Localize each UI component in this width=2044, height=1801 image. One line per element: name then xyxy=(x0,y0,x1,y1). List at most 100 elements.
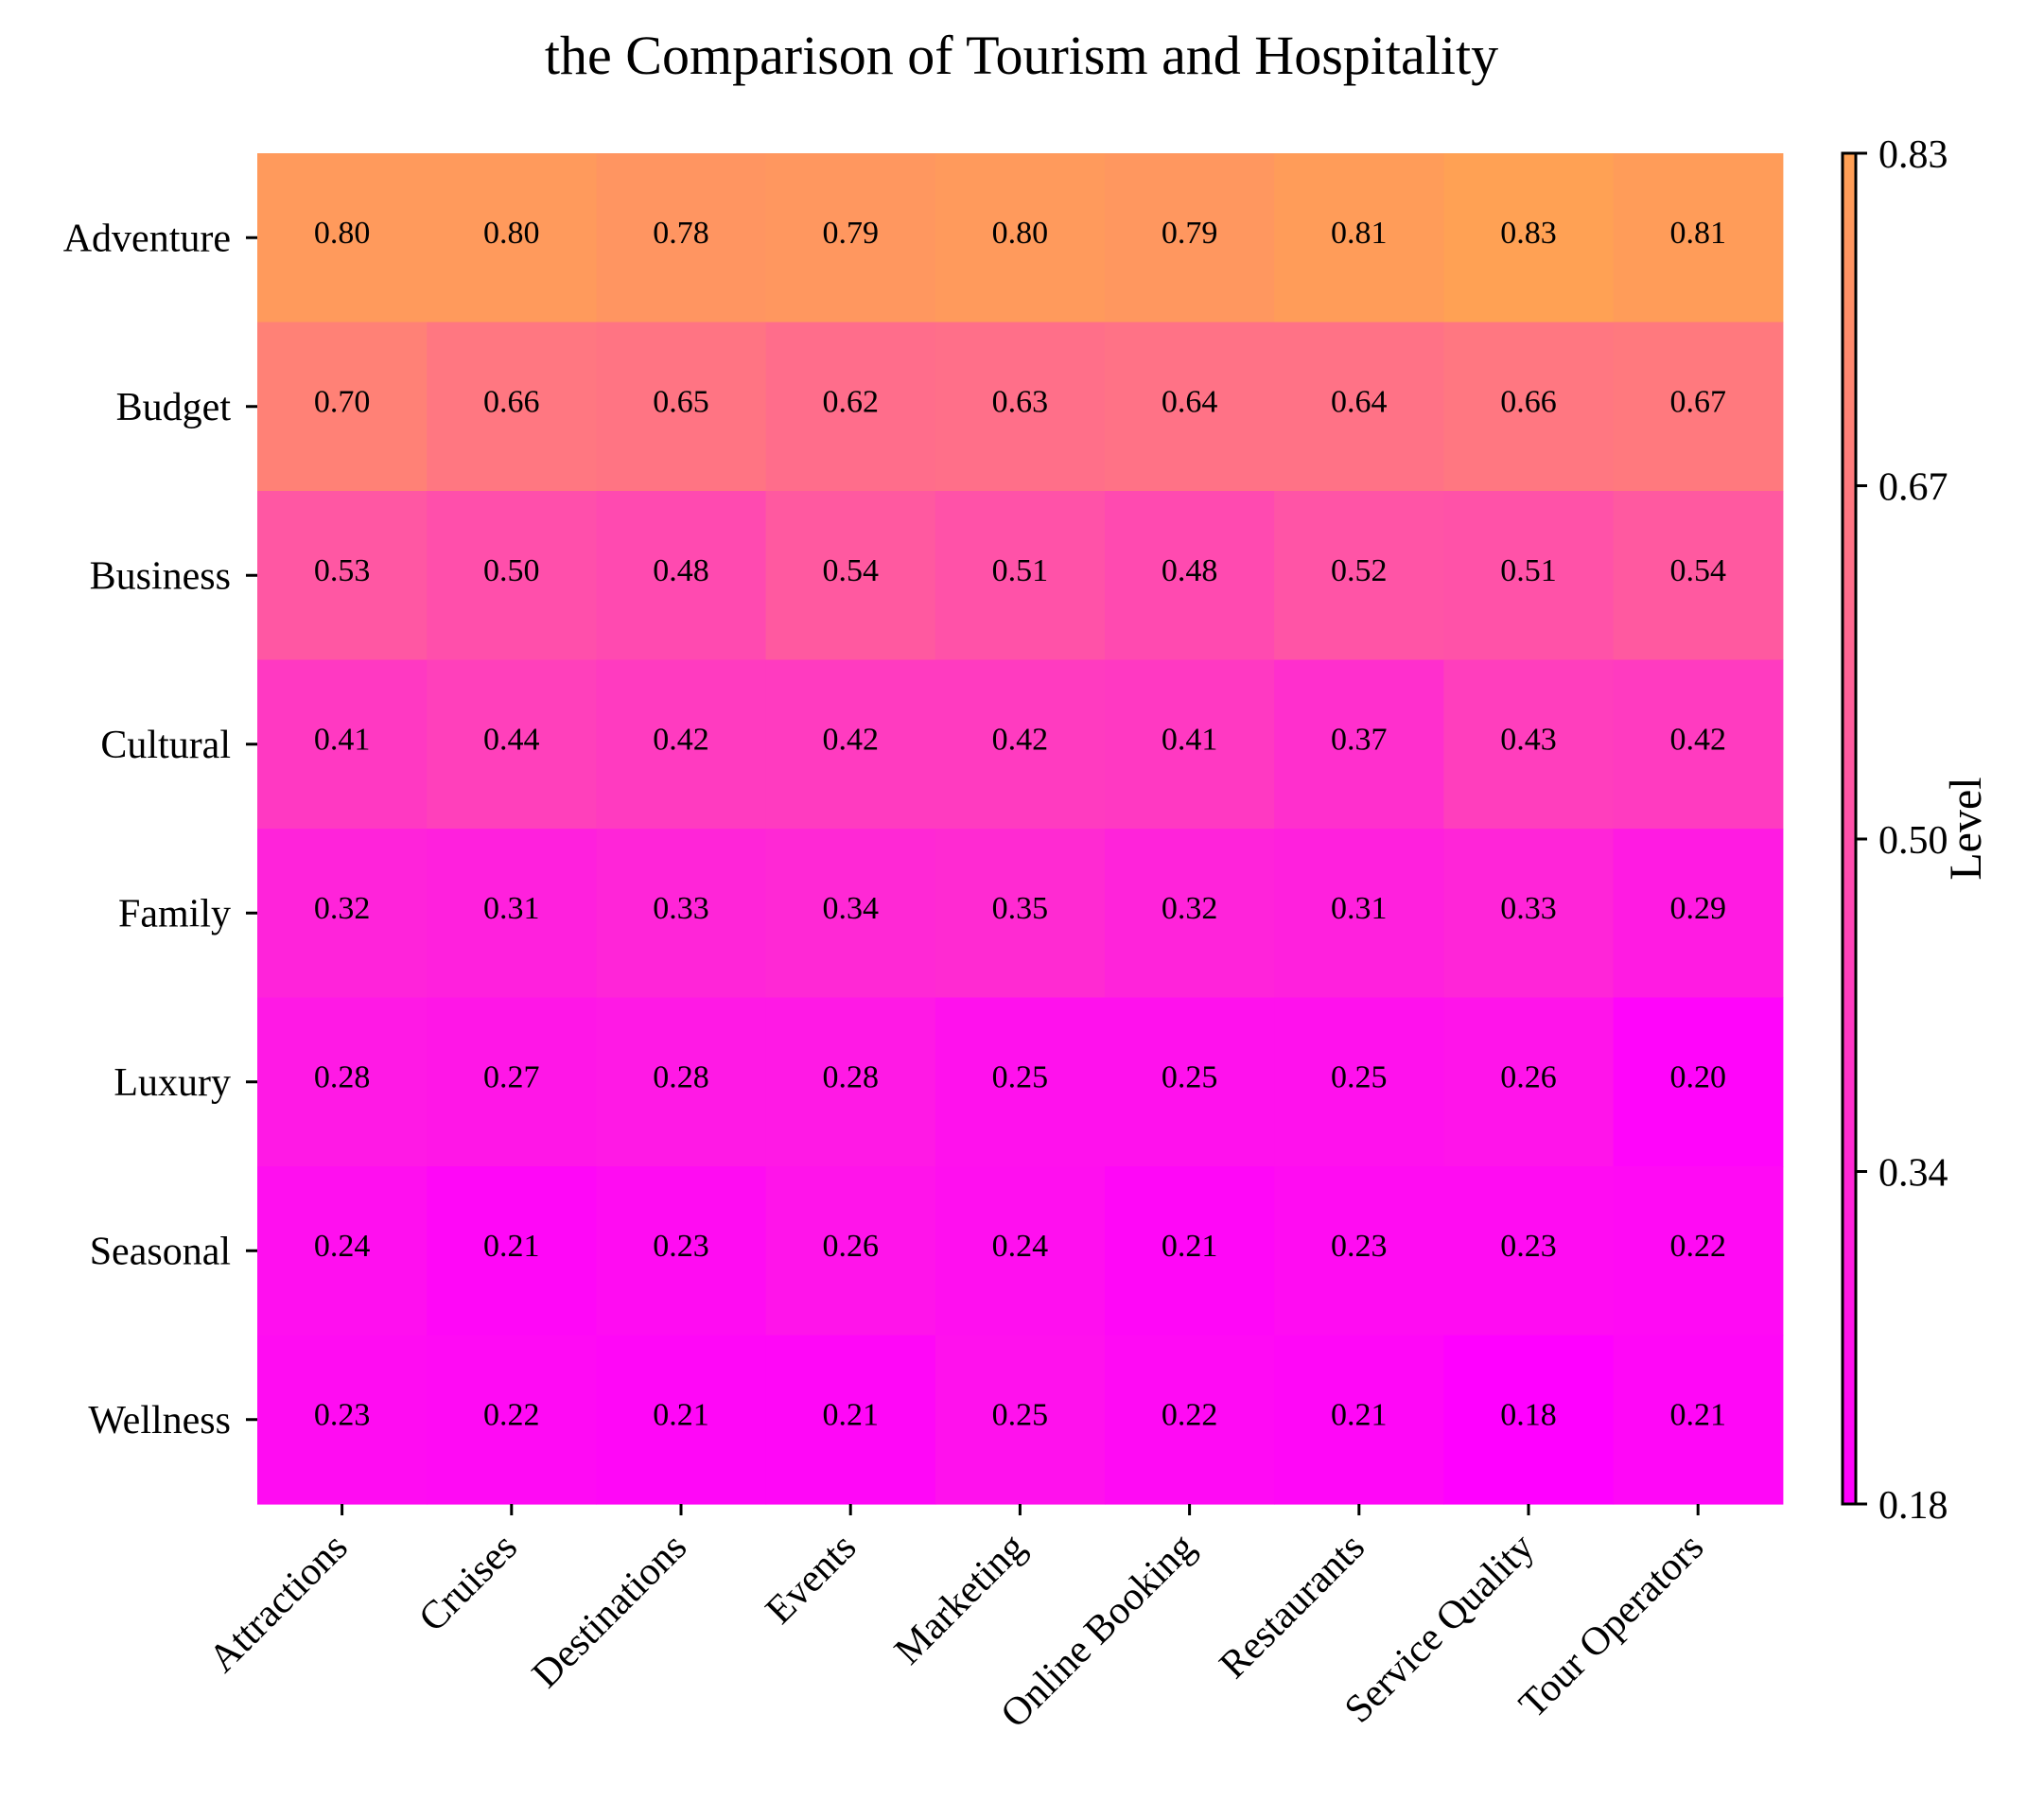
cell-value-label: 0.21 xyxy=(653,1398,709,1433)
cell-value-label: 0.31 xyxy=(1331,891,1388,926)
heatmap-cell xyxy=(427,1335,597,1505)
cell-value-label: 0.54 xyxy=(1669,553,1726,588)
cell-value-label: 0.64 xyxy=(1162,385,1218,420)
cell-value-label: 0.24 xyxy=(992,1229,1049,1264)
heatmap-cells xyxy=(257,153,1784,1505)
cell-value-label: 0.78 xyxy=(653,216,709,251)
heatmap-cell xyxy=(427,491,597,661)
heatmap-cell xyxy=(935,1335,1106,1505)
cell-value-label: 0.66 xyxy=(483,385,540,420)
cell-value-label: 0.20 xyxy=(1669,1060,1726,1095)
x-tick-label: Events xyxy=(758,1526,865,1633)
colorbar-label: Level xyxy=(1941,777,1991,880)
heatmap-cell xyxy=(1613,1166,1784,1337)
heatmap-cell xyxy=(1443,153,1615,323)
heatmap-cell xyxy=(1274,997,1444,1167)
heatmap-cell xyxy=(935,829,1106,999)
colorbar: 0.18 0.34 0.50 0.67 0.83 xyxy=(1841,133,1948,1528)
heatmap-cell xyxy=(257,659,428,830)
heatmap-cell xyxy=(1105,659,1275,830)
cell-value-label: 0.23 xyxy=(1500,1229,1557,1264)
cell-value-label: 0.32 xyxy=(314,891,371,926)
cell-value-label: 0.23 xyxy=(653,1229,709,1264)
colorbar-tick-label: 0.67 xyxy=(1878,466,1948,510)
heatmap-cell xyxy=(257,1166,428,1337)
cell-value-label: 0.54 xyxy=(822,553,879,588)
x-tick-label: Destinations xyxy=(524,1526,695,1697)
cell-value-label: 0.50 xyxy=(483,553,540,588)
heatmap-cell xyxy=(1613,997,1784,1167)
heatmap-cell xyxy=(1105,829,1275,999)
heatmap-cell xyxy=(1274,322,1444,492)
cell-value-label: 0.28 xyxy=(314,1060,371,1095)
heatmap-cell xyxy=(427,322,597,492)
cell-value-label: 0.22 xyxy=(1669,1229,1726,1264)
y-tick-label: Cultural xyxy=(100,724,231,767)
heatmap-cell xyxy=(765,829,936,999)
heatmap-cell xyxy=(935,322,1106,492)
colorbar-gradient xyxy=(1841,151,1858,1506)
y-tick-label: Wellness xyxy=(88,1399,231,1443)
cell-value-label: 0.51 xyxy=(992,553,1049,588)
cell-value-label: 0.22 xyxy=(483,1398,540,1433)
cell-value-label: 0.79 xyxy=(822,216,879,251)
cell-value-label: 0.23 xyxy=(314,1398,371,1433)
heatmap-cell xyxy=(935,491,1106,661)
cell-value-label: 0.80 xyxy=(314,216,371,251)
cell-value-label: 0.27 xyxy=(483,1060,540,1095)
cell-value-label: 0.48 xyxy=(1162,553,1218,588)
cell-value-label: 0.63 xyxy=(992,385,1049,420)
heatmap-cell xyxy=(1274,1166,1444,1337)
x-tick-label: Restaurants xyxy=(1212,1526,1373,1687)
heatmap-cell xyxy=(1443,322,1615,492)
heatmap-cell xyxy=(1613,322,1784,492)
heatmap-cell xyxy=(1613,659,1784,830)
cell-value-label: 0.42 xyxy=(992,723,1049,758)
chart-title: the Comparison of Tourism and Hospitalit… xyxy=(545,25,1498,86)
heatmap-cell xyxy=(765,659,936,830)
cell-value-label: 0.42 xyxy=(822,723,879,758)
y-tick-label: Seasonal xyxy=(90,1230,231,1273)
cell-value-label: 0.31 xyxy=(483,891,540,926)
heatmap-cell xyxy=(427,997,597,1167)
cell-value-label: 0.34 xyxy=(822,891,879,926)
cell-value-label: 0.28 xyxy=(822,1060,879,1095)
y-tick-label: Business xyxy=(90,554,231,598)
heatmap-cell xyxy=(765,491,936,661)
cell-value-label: 0.41 xyxy=(314,723,371,758)
cell-value-label: 0.43 xyxy=(1500,723,1557,758)
cell-value-label: 0.28 xyxy=(653,1060,709,1095)
heatmap-cell xyxy=(765,997,936,1167)
heatmap-cell xyxy=(257,153,428,323)
heatmap-cell xyxy=(935,153,1106,323)
cell-value-label: 0.26 xyxy=(822,1229,879,1264)
heatmap-cell xyxy=(935,1166,1106,1337)
x-tick-label: Cruises xyxy=(411,1526,526,1641)
heatmap-cell xyxy=(1105,997,1275,1167)
heatmap-cell xyxy=(427,1166,597,1337)
heatmap-cell xyxy=(596,153,767,323)
cell-value-label: 0.80 xyxy=(992,216,1049,251)
cell-value-label: 0.80 xyxy=(483,216,540,251)
cell-value-label: 0.25 xyxy=(992,1398,1049,1433)
cell-value-label: 0.70 xyxy=(314,385,371,420)
cell-value-label: 0.65 xyxy=(653,385,709,420)
heatmap-cell xyxy=(1274,1335,1444,1505)
cell-value-label: 0.64 xyxy=(1331,385,1388,420)
heatmap-cell xyxy=(257,829,428,999)
y-tick-label: Luxury xyxy=(114,1061,231,1105)
cell-value-label: 0.52 xyxy=(1331,553,1388,588)
heatmap-cell xyxy=(1613,153,1784,323)
heatmap-cell xyxy=(257,997,428,1167)
cell-value-label: 0.81 xyxy=(1331,216,1388,251)
heatmap-cell xyxy=(596,829,767,999)
y-tick-label: Adventure xyxy=(63,217,231,260)
heatmap-cell xyxy=(257,491,428,661)
cell-value-label: 0.66 xyxy=(1500,385,1557,420)
cell-value-label: 0.21 xyxy=(1669,1398,1726,1433)
heatmap-cell xyxy=(596,1335,767,1505)
cell-value-label: 0.48 xyxy=(653,553,709,588)
cell-value-label: 0.41 xyxy=(1162,723,1218,758)
heatmap-cell xyxy=(1274,153,1444,323)
